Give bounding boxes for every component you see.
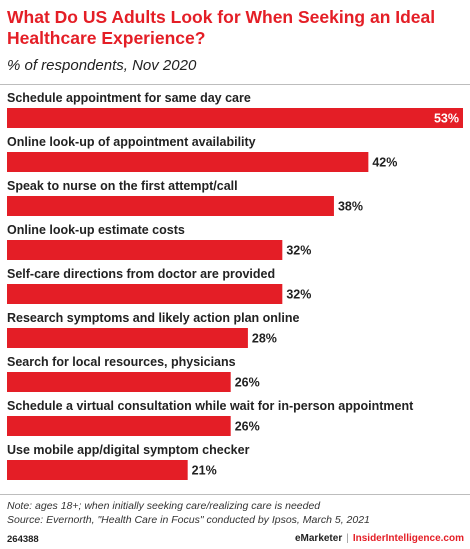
- value-label: 26%: [235, 376, 260, 390]
- chart-title: What Do US Adults Look for When Seeking …: [7, 7, 436, 48]
- brand-emarketer: eMarketer: [294, 533, 343, 544]
- category-label: Schedule a virtual consultation while wa…: [7, 399, 414, 413]
- chart-notes: Note: ages 18+; when initially seeking c…: [7, 499, 370, 527]
- chart-id: 264388: [7, 534, 39, 545]
- bar: [7, 372, 231, 392]
- bar-chart: Schedule appointment for same day care 53…: [7, 91, 463, 480]
- value-label: 26%: [235, 420, 260, 434]
- chart-subtitle: % of respondents, Nov 2020: [7, 57, 197, 74]
- category-label: Research symptoms and likely action plan…: [7, 311, 299, 325]
- value-label: 32%: [286, 244, 311, 258]
- bar: [7, 196, 334, 216]
- brand-separator: |: [346, 533, 349, 544]
- value-label: 28%: [252, 332, 277, 346]
- bar: [7, 108, 463, 128]
- category-label: Speak to nurse on the first attempt/call: [7, 179, 238, 193]
- category-label: Online look-up estimate costs: [7, 223, 185, 237]
- value-label: 32%: [286, 288, 311, 302]
- bar: [7, 416, 231, 436]
- category-label: Self-care directions from doctor are pro…: [7, 267, 275, 281]
- bar: [7, 460, 188, 480]
- value-label: 38%: [338, 200, 363, 214]
- category-label: Use mobile app/digital symptom checker: [7, 443, 250, 457]
- bar: [7, 328, 248, 348]
- category-label: Schedule appointment for same day care: [7, 91, 251, 105]
- category-label: Online look-up of appointment availabili…: [7, 135, 256, 149]
- footer-brand: eMarketer | InsiderIntelligence.com: [295, 533, 464, 544]
- note-text: Note: ages 18+; when initially seeking c…: [7, 500, 321, 512]
- brand-site-link[interactable]: InsiderIntelligence.com: [352, 533, 464, 544]
- source-text: Source: Evernorth, "Health Care in Focus…: [7, 514, 370, 526]
- bottom-divider: [0, 494, 470, 495]
- bar: [7, 240, 283, 260]
- top-divider: [0, 84, 470, 85]
- value-label: 53%: [434, 112, 459, 126]
- category-label: Search for local resources, physicians: [7, 355, 236, 369]
- value-label: 21%: [192, 464, 217, 478]
- bar: [7, 152, 369, 172]
- bar: [7, 284, 283, 304]
- value-label: 42%: [372, 156, 397, 170]
